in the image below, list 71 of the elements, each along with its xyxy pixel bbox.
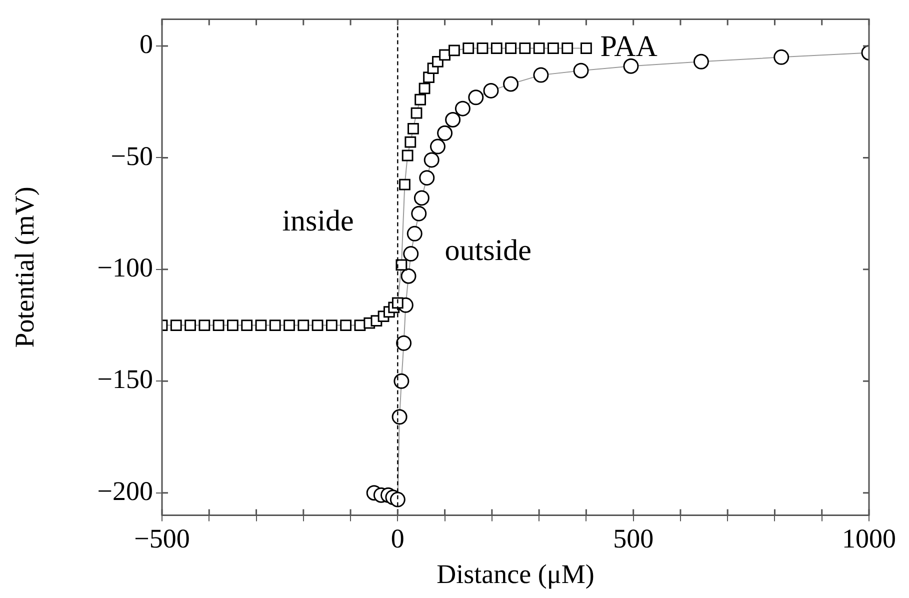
point [424,152,440,168]
point [394,373,410,389]
point [403,246,419,262]
point [439,49,450,61]
point [408,122,419,134]
point [410,107,422,119]
y-tick-label: −200 [97,476,153,506]
point [241,320,253,331]
point [419,170,435,186]
point [548,42,559,54]
point [170,320,182,331]
point [483,82,499,98]
point [326,320,338,331]
point [396,335,412,351]
x-tick-label: 500 [613,523,654,554]
point [573,62,589,78]
point [312,320,324,331]
point [227,320,238,331]
x-tick-label: −500 [134,523,190,554]
y-tick-label: 0 [140,29,153,60]
point [392,409,408,425]
point [454,100,470,116]
point [418,82,430,94]
point [411,206,427,222]
point [437,125,453,141]
x-tick-label: 1000 [842,523,896,554]
point [400,268,416,284]
x-axis-title: Distance (μM) [436,558,594,589]
point [390,492,406,508]
y-tick-label: −150 [97,364,153,394]
point [505,42,516,54]
y-tick-label: −50 [110,140,153,171]
point [404,136,416,148]
annotation: outside [444,234,532,268]
point [402,150,414,162]
point [406,226,422,242]
point [476,42,488,54]
point [430,138,446,154]
point [468,90,484,106]
point [623,58,639,74]
point [693,54,709,70]
point [533,67,549,83]
point [562,42,574,54]
point [269,320,281,331]
point [340,320,352,331]
point [519,42,531,54]
point [198,320,210,331]
point [184,320,196,331]
series-label: PAA [600,30,658,64]
point [396,259,408,271]
annotation: inside [282,204,354,238]
point [414,94,426,106]
point [255,320,267,331]
point [212,320,224,331]
point [445,112,461,128]
point [399,178,410,190]
point [298,320,310,331]
point [392,297,404,309]
point [423,72,434,83]
y-tick-label: −100 [97,252,153,283]
point [284,320,295,331]
point [490,42,502,54]
point [462,42,474,54]
point [414,190,430,206]
x-tick-label: 0 [390,523,404,554]
point [774,49,790,65]
point [503,76,519,92]
point [448,44,460,56]
point [533,42,545,54]
point [580,42,592,54]
y-axis-title: Potential (mV) [9,186,40,348]
